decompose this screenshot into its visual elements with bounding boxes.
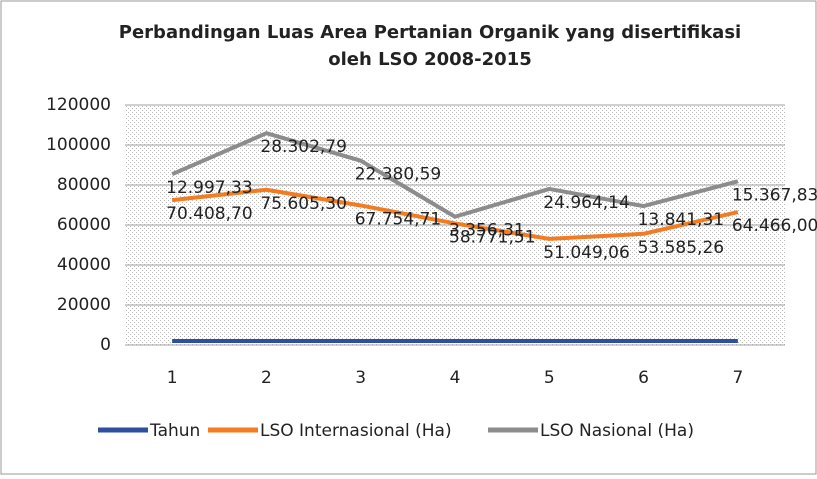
data-label: 24.964,14 <box>543 193 630 213</box>
data-label: 13.841,31 <box>638 210 725 230</box>
chart-title: oleh LSO 2008-2015 <box>328 49 532 70</box>
legend-label: LSO Nasional (Ha) <box>540 421 694 441</box>
x-tick-label: 4 <box>450 368 461 388</box>
x-tick-label: 1 <box>167 368 178 388</box>
data-label: 53.585,26 <box>638 238 725 258</box>
x-tick-label: 5 <box>544 368 555 388</box>
data-label: 75.605,30 <box>260 194 347 214</box>
y-tick-label: 20000 <box>57 295 111 315</box>
x-tick-label: 6 <box>638 368 649 388</box>
data-label: 3.356,31 <box>449 221 525 241</box>
data-label: 15.367,83 <box>732 185 817 205</box>
chart-title: Perbandingan Luas Area Pertanian Organik… <box>119 22 741 43</box>
y-tick-label: 40000 <box>57 255 111 275</box>
y-tick-label: 60000 <box>57 215 111 235</box>
y-tick-label: 80000 <box>57 175 111 195</box>
y-tick-label: 120000 <box>46 95 111 115</box>
data-label: 51.049,06 <box>543 243 630 263</box>
data-label: 28.302,79 <box>260 137 347 157</box>
x-tick-label: 7 <box>732 368 743 388</box>
data-label: 64.466,00 <box>732 216 817 236</box>
y-tick-label: 100000 <box>46 135 111 155</box>
data-label: 70.408,70 <box>166 204 253 224</box>
y-tick-label: 0 <box>100 335 111 355</box>
legend-label: LSO Internasional (Ha) <box>260 421 452 441</box>
data-label: 22.380,59 <box>355 165 442 185</box>
data-label: 67.754,71 <box>355 209 442 229</box>
data-label: 12.997,33 <box>166 178 253 198</box>
legend-label: Tahun <box>149 421 200 441</box>
x-tick-label: 3 <box>355 368 366 388</box>
x-tick-label: 2 <box>261 368 272 388</box>
